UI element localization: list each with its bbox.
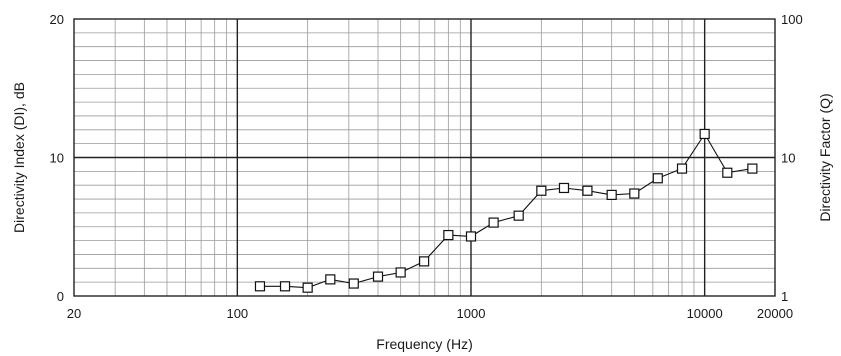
data-point-marker xyxy=(254,281,266,292)
y2-tick-label: 100 xyxy=(781,12,803,27)
x-tick-label: 1000 xyxy=(457,306,486,321)
data-point-marker xyxy=(419,256,430,267)
data-point-marker xyxy=(395,267,406,278)
y-tick-label: 10 xyxy=(50,151,64,166)
data-point-marker xyxy=(629,188,640,199)
x-tick-label: 100 xyxy=(226,306,248,321)
data-point-marker xyxy=(606,189,617,200)
y-tick-label: 0 xyxy=(57,289,64,304)
series-line xyxy=(260,132,753,289)
data-point-marker xyxy=(676,163,688,174)
y2-axis-label: Directivity Factor (Q) xyxy=(817,93,833,221)
data-point-marker xyxy=(279,281,291,292)
data-point-marker xyxy=(513,210,524,221)
data-point-marker xyxy=(348,278,359,289)
data-point-marker xyxy=(722,167,733,178)
y-tick-label: 20 xyxy=(50,12,64,27)
data-point-marker xyxy=(443,229,454,241)
grid xyxy=(74,19,775,296)
data-point-marker xyxy=(372,271,384,282)
data-point-marker xyxy=(465,231,477,242)
x-tick-label: 20000 xyxy=(757,306,793,321)
y-axis-label: Directivity Index (DI), dB xyxy=(11,82,27,233)
y2-tick-label: 1 xyxy=(781,289,788,304)
data-point-marker xyxy=(582,185,593,196)
data-point-marker xyxy=(488,217,499,228)
plot-frame xyxy=(73,18,776,297)
x-tick-label: 10000 xyxy=(687,306,723,321)
data-point-marker xyxy=(536,185,547,196)
data-point-marker xyxy=(747,163,758,174)
data-series xyxy=(254,128,758,293)
x-axis-label: Frequency (Hz) xyxy=(376,336,472,352)
data-point-marker xyxy=(302,282,313,293)
data-point-marker xyxy=(652,173,663,184)
tick-labels: 20 100 1000 10000 20000 0 10 20 1 10 100 xyxy=(50,12,803,321)
data-point-marker xyxy=(325,274,336,285)
x-tick-label: 20 xyxy=(67,306,81,321)
data-point-marker xyxy=(699,128,710,140)
data-point-marker xyxy=(558,182,570,194)
y2-tick-label: 10 xyxy=(781,151,795,166)
